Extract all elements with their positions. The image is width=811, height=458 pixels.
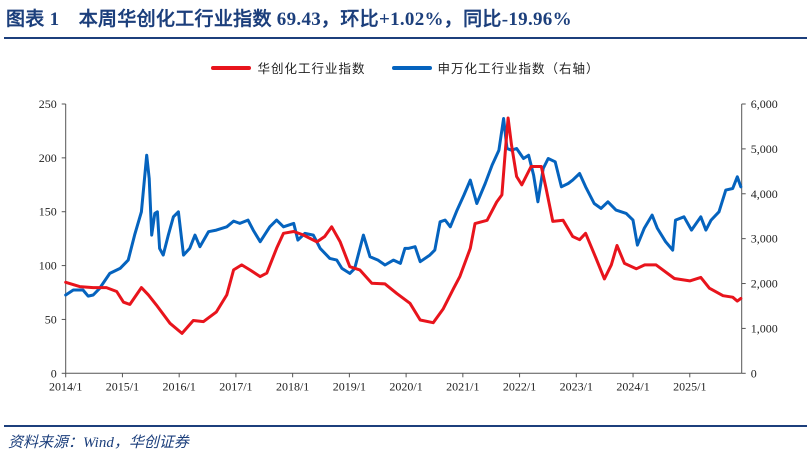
x-tick-label: 2014/1 <box>49 379 82 393</box>
x-tick-label: 2020/1 <box>389 379 422 393</box>
legend-label: 华创化工行业指数 <box>257 61 366 76</box>
x-tick-label: 2023/1 <box>560 379 593 393</box>
y-left-tick-label: 50 <box>45 312 57 326</box>
y-right-tick-label: 1,000 <box>751 321 778 335</box>
x-tick-label: 2018/1 <box>276 379 309 393</box>
footer-divider <box>4 425 807 427</box>
y-left-tick-label: 0 <box>51 366 57 380</box>
x-tick-label: 2019/1 <box>333 379 366 393</box>
y-left-tick-label: 150 <box>39 205 57 219</box>
x-tick-label: 2021/1 <box>446 379 479 393</box>
line-chart: 0 50 100 150 200 250 0 1,000 2,000 3,000 4,000 5,00… <box>39 97 778 393</box>
y-left-tick-label: 200 <box>39 151 57 165</box>
legend-swatch-blue <box>391 65 432 70</box>
y-left-tick-label: 250 <box>39 97 57 111</box>
chart-legend: 华创化工行业指数 申万化工行业指数（右轴） <box>0 58 811 77</box>
x-tick-label: 2016/1 <box>162 379 195 393</box>
y-right-tick-label: 5,000 <box>751 142 778 156</box>
series-line-shenwan <box>64 117 743 298</box>
series-line-huachuang <box>64 116 743 335</box>
y-right-tick-label: 2,000 <box>751 277 778 291</box>
legend-label: 申万化工行业指数（右轴） <box>437 61 600 76</box>
x-tick-label: 2024/1 <box>616 379 649 393</box>
legend-swatch-red <box>211 65 252 70</box>
header-divider <box>4 37 807 39</box>
x-tick-label: 2017/1 <box>219 379 252 393</box>
chart-title: 图表 1 本周华创化工行业指数 69.43，环比+1.02%，同比-19.96% <box>6 9 572 30</box>
legend-item-huachuang: 华创化工行业指数 <box>211 58 365 77</box>
y-right-tick-label: 6,000 <box>751 97 778 111</box>
legend-item-shenwan: 申万化工行业指数（右轴） <box>391 58 600 77</box>
y-right-tick-label: 3,000 <box>751 232 778 246</box>
source-note: 资料来源：Wind，华创证券 <box>8 435 189 451</box>
x-tick-label: 2022/1 <box>503 379 536 393</box>
y-right-tick-label: 4,000 <box>751 187 778 201</box>
y-left-tick-label: 100 <box>39 259 57 273</box>
y-right-tick-label: 0 <box>751 366 757 380</box>
x-tick-label: 2025/1 <box>673 379 706 393</box>
x-tick-label: 2015/1 <box>106 379 139 393</box>
